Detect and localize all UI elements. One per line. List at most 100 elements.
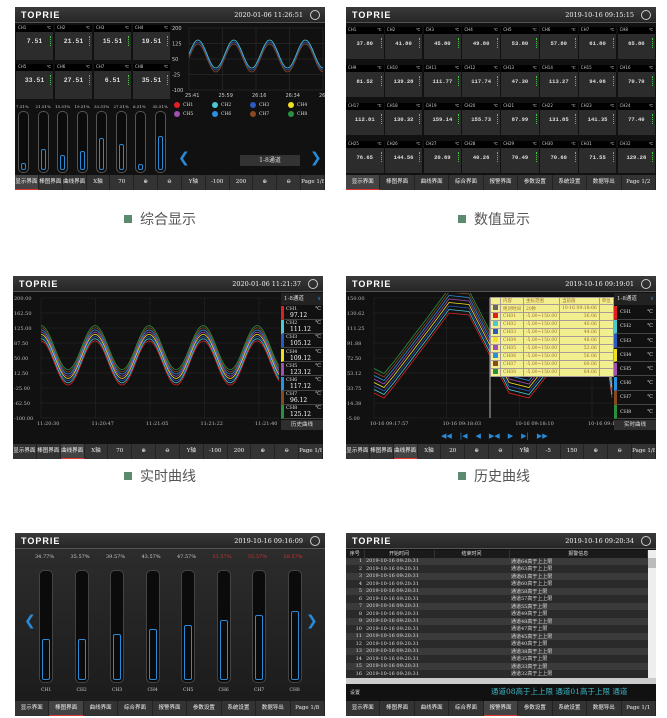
x-axis-value[interactable]: 70 [110,175,135,190]
y-min-value[interactable]: -5 [537,444,561,459]
nav-item[interactable]: 棒图界面 [49,701,84,716]
nav-bar-graph[interactable]: 棒图界面 [370,444,394,459]
nav-item[interactable]: 综合界面 [449,175,484,190]
table-row[interactable]: 2 2019-10-16 09:20:31 通道63高于上上限 [346,565,648,573]
x-axis-value[interactable]: 70 [108,444,133,459]
y-max-value[interactable]: 150 [561,444,585,459]
channel-group-select[interactable]: 1-8通道 ∨ [614,293,656,305]
globe-icon[interactable] [641,536,651,546]
nav-item[interactable]: 系统设置 [553,175,588,190]
nav-item[interactable]: 显示界面 [15,701,50,716]
zoom-in-icon[interactable]: ⊕ [134,175,159,190]
zoom-in-icon[interactable]: ⊕ [465,444,490,459]
zoom-in-icon[interactable]: ⊕ [251,444,276,459]
y-max-value[interactable]: 200 [228,444,252,459]
nav-item[interactable]: 综合界面 [118,701,153,716]
next-page-arrow[interactable]: ❯ [306,613,318,629]
bar-percent: 43.57% [141,554,161,560]
y-min-value[interactable]: -100 [204,444,228,459]
prev-page-arrow[interactable]: ❮ [178,150,190,166]
nav-item[interactable]: 曲线界面 [415,701,450,716]
skip-end-icon[interactable]: ▶| [521,432,529,440]
y-min-value[interactable]: -100 [206,175,230,190]
table-row[interactable]: 10 2019-10-16 09:20:31 通道47高于上限 [346,625,648,633]
next-page-arrow[interactable]: ❯ [310,150,322,166]
nav-display[interactable]: 显示界面 [346,444,370,459]
forward-fast-icon[interactable]: ▶▶ [536,432,548,440]
center-icon[interactable]: ▶◀ [488,432,500,440]
table-row[interactable]: 13 2019-10-16 09:20:31 通道38高于上上限 [346,647,648,655]
zoom-in-icon[interactable]: ⊕ [132,444,157,459]
nav-item[interactable]: 系统设置 [222,701,257,716]
table-row[interactable]: 7 2019-10-16 09:20:31 通道55高于上限 [346,602,648,610]
x-tick-label: 10-16 09:18:10 [515,421,553,427]
zoom-out-icon[interactable]: ⊖ [277,175,302,190]
nav-curve[interactable]: 曲线界面 [60,444,85,459]
nav-item[interactable]: 显示界面 [346,701,381,716]
globe-icon[interactable] [641,10,651,20]
globe-icon[interactable] [310,536,320,546]
nav-item[interactable]: 参数设置 [518,701,553,716]
nav-curve[interactable]: 曲线界面 [393,444,418,459]
realtime-curve-button[interactable]: 实时曲线 [614,420,656,430]
nav-item[interactable]: 显示界面 [346,175,381,190]
nav-item[interactable]: 棒图界面 [380,175,415,190]
table-row[interactable]: 3 2019-10-16 09:20:31 通道61高于上上限 [346,572,648,580]
nav-item[interactable]: 报警界面 [153,701,188,716]
table-row[interactable]: 9 2019-10-16 09:20:31 通道48高于上上限 [346,617,648,625]
nav-item[interactable]: 参数设置 [518,175,553,190]
channel-group-label[interactable]: 1-8通道 [240,155,300,166]
zoom-out-icon[interactable]: ⊖ [608,444,633,459]
nav-display[interactable]: 显示界面 [15,175,39,190]
table-row[interactable]: 11 2019-10-16 09:20:31 通道45高于上上限 [346,632,648,640]
table-row[interactable]: 14 2019-10-16 09:20:31 通道35高于上限 [346,655,648,663]
settings-label[interactable]: 设置 [350,690,361,696]
nav-item[interactable]: 系统设置 [553,701,588,716]
channel-value-card: CH6 ℃ 117.12 [281,377,323,391]
channel-group-select[interactable]: 1-8通道 ∨ [281,293,323,305]
zoom-out-icon[interactable]: ⊖ [156,444,180,459]
step-forward-icon[interactable]: ▶ [507,432,514,440]
nav-item[interactable]: 曲线界面 [415,175,450,190]
table-row[interactable]: 5 2019-10-16 09:20:31 通道58高于上限 [346,587,648,595]
nav-item[interactable]: 数据导出 [587,701,622,716]
nav-item[interactable]: 数据导出 [587,175,622,190]
nav-curve[interactable]: 曲线界面 [63,175,87,190]
nav-item[interactable]: 综合界面 [449,701,484,716]
zoom-out-icon[interactable]: ⊖ [489,444,513,459]
rewind-fast-icon[interactable]: ◀◀ [441,432,452,440]
globe-icon[interactable] [641,279,651,289]
nav-item[interactable]: 报警界面 [483,701,519,716]
x-axis-value[interactable]: 20 [441,444,466,459]
channel-bar [57,111,68,173]
step-back-icon[interactable]: ◀ [475,432,481,440]
table-row[interactable]: 8 2019-10-16 09:20:31 通道49高于上限 [346,610,648,618]
brand-logo: TOPRIE [21,10,61,20]
nav-item[interactable]: 数据导出 [256,701,291,716]
vertical-scrollbar[interactable] [648,550,656,678]
nav-item[interactable]: 曲线界面 [84,701,119,716]
horizontal-scrollbar[interactable] [346,678,656,684]
nav-item[interactable]: 参数设置 [187,701,222,716]
table-row[interactable]: 16 2019-10-16 09:20:31 通道32高于上上限 [346,670,648,678]
globe-icon[interactable] [310,10,320,20]
nav-bar-graph[interactable]: 棒图界面 [39,175,63,190]
table-row[interactable]: 15 2019-10-16 09:20:31 通道33高于上限 [346,662,648,670]
nav-item[interactable]: 棒图界面 [380,701,415,716]
table-row[interactable]: 1 2019-10-16 09:20:31 通道64高于上上限 [346,557,648,565]
table-row[interactable]: 6 2019-10-16 09:20:31 通道57高于上上限 [346,595,648,603]
nav-bar-graph[interactable]: 棒图界面 [37,444,61,459]
zoom-in-icon[interactable]: ⊕ [584,444,609,459]
zoom-in-icon[interactable]: ⊕ [253,175,278,190]
globe-icon[interactable] [308,279,318,289]
zoom-out-icon[interactable]: ⊖ [275,444,300,459]
zoom-out-icon[interactable]: ⊖ [158,175,182,190]
history-curve-button[interactable]: 历史曲线 [281,420,323,430]
table-row[interactable]: 4 2019-10-16 09:20:31 通道60高于上上限 [346,580,648,588]
nav-display[interactable]: 显示界面 [13,444,37,459]
nav-item[interactable]: 报警界面 [484,175,519,190]
skip-start-icon[interactable]: |◀ [459,432,468,440]
y-max-value[interactable]: 200 [230,175,254,190]
prev-page-arrow[interactable]: ❮ [24,613,36,629]
table-row[interactable]: 12 2019-10-16 09:20:31 通道40高于上限 [346,640,648,648]
